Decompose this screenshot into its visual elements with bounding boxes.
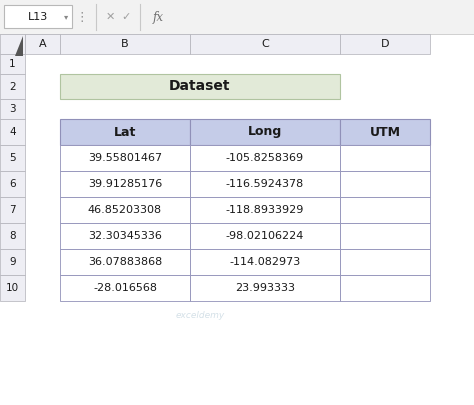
Bar [190,249,340,275]
Text: 3: 3 [9,104,16,114]
Bar [190,145,340,171]
Text: 39.91285176: 39.91285176 [88,179,162,189]
Text: A: A [39,39,46,49]
Bar [340,145,430,171]
Bar [190,34,340,54]
Bar [60,74,340,99]
Bar [0,275,25,301]
Bar [340,171,430,197]
Bar [60,119,190,145]
Bar [190,197,340,223]
Text: fx: fx [153,11,164,23]
Text: ⋮: ⋮ [76,11,88,23]
Text: -116.5924378: -116.5924378 [226,179,304,189]
Bar [190,275,340,301]
Text: C: C [261,39,269,49]
Bar [60,275,190,301]
Bar [0,99,25,119]
Bar [0,74,25,99]
Bar [0,145,25,171]
Text: 10: 10 [6,283,19,293]
Text: 2: 2 [9,81,16,92]
Bar [60,171,190,197]
Text: ▾: ▾ [64,12,68,21]
Bar [0,197,25,223]
Text: ✕: ✕ [105,12,115,22]
Bar [25,34,60,54]
Bar [0,171,25,197]
Text: 46.85203308: 46.85203308 [88,205,162,215]
Text: -114.082973: -114.082973 [229,257,301,267]
Text: 23.993333: 23.993333 [235,283,295,293]
Bar [60,197,190,223]
Bar [60,145,190,171]
Text: -118.8933929: -118.8933929 [226,205,304,215]
Text: -98.02106224: -98.02106224 [226,231,304,241]
Text: 7: 7 [9,205,16,215]
Text: ✓: ✓ [121,12,131,22]
Bar [340,119,430,145]
Bar [0,0,474,34]
Bar [190,171,340,197]
Text: 8: 8 [9,231,16,241]
Text: UTM: UTM [370,126,401,139]
Text: 36.07883868: 36.07883868 [88,257,162,267]
Bar [0,249,25,275]
Text: Dataset: Dataset [169,79,231,94]
Bar [190,119,340,145]
Text: 32.30345336: 32.30345336 [88,231,162,241]
Bar [60,34,190,54]
Text: D: D [381,39,389,49]
Bar [0,54,25,74]
Text: 4: 4 [9,127,16,137]
Bar [60,223,190,249]
Text: Long: Long [248,126,282,139]
Text: -28.016568: -28.016568 [93,283,157,293]
Text: 6: 6 [9,179,16,189]
Bar [0,54,474,301]
Text: L13: L13 [28,11,48,21]
Text: Lat: Lat [114,126,136,139]
Polygon shape [15,36,23,56]
Bar [0,223,25,249]
Bar [340,223,430,249]
Text: 1: 1 [9,59,16,69]
Bar [0,119,25,145]
Bar [0,34,25,54]
Bar [340,197,430,223]
Text: exceldemy: exceldemy [175,311,225,320]
Text: B: B [121,39,129,49]
Text: 9: 9 [9,257,16,267]
Text: 5: 5 [9,153,16,163]
Bar [190,223,340,249]
Text: 39.55801467: 39.55801467 [88,153,162,163]
Bar [4,5,72,28]
Text: -105.8258369: -105.8258369 [226,153,304,163]
Bar [340,34,430,54]
Bar [340,249,430,275]
Bar [340,275,430,301]
Bar [60,249,190,275]
